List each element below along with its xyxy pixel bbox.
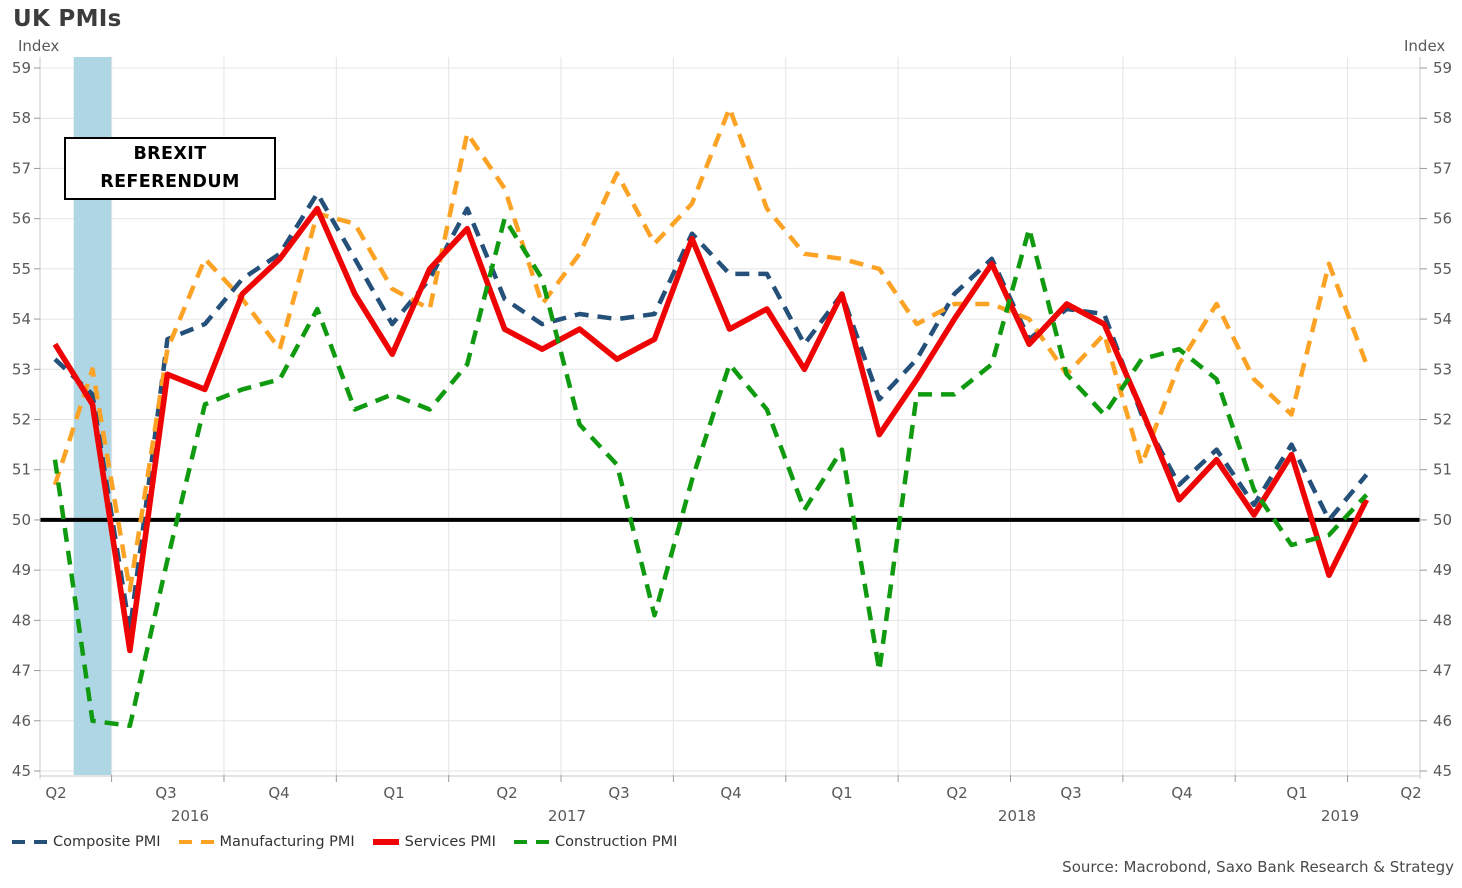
y-tick-label-right: 51 — [1433, 461, 1452, 479]
year-label: 2018 — [998, 807, 1036, 825]
year-label: 2016 — [171, 807, 209, 825]
x-axis-year-labels: 2016 2017 2018 2019 — [171, 807, 1359, 825]
y-tick-label-right: 47 — [1433, 662, 1452, 680]
series-construction-pmi-line — [52, 216, 1369, 729]
x-tick-label: Q4 — [1171, 784, 1192, 802]
x-tick-label: Q4 — [720, 784, 741, 802]
x-tick-label: Q2 — [496, 784, 517, 802]
y-tick-label-right: 45 — [1433, 762, 1452, 780]
series-lines — [52, 105, 1370, 729]
y-tick-label-right: 58 — [1433, 109, 1452, 127]
legend-item-services: Services PMI — [372, 834, 496, 850]
composite-line-swatch — [12, 839, 47, 845]
y-axis-title-left: Index — [18, 37, 60, 55]
y-axis-ticks: 59 59 58 58 57 57 56 56 55 55 54 54 53 53 52 52 51 51 50 50… — [12, 59, 1452, 780]
y-tick-label-left: 59 — [12, 59, 31, 77]
y-tick-label-left: 53 — [12, 360, 31, 378]
x-tick-label: Q1 — [831, 784, 852, 802]
legend-label: Construction PMI — [554, 834, 678, 850]
x-tick-label: Q2 — [1400, 784, 1421, 802]
y-tick-label-left: 48 — [12, 611, 31, 629]
v-gridlines — [111, 57, 1349, 775]
x-axis-ticks — [111, 775, 1349, 782]
x-axis-quarter-labels: Q2 Q3 Q4 Q1 Q2 Q3 Q4 Q1 Q2 Q3 Q4 Q1 Q2 — [45, 784, 1421, 802]
legend-label: Manufacturing PMI — [219, 834, 355, 850]
y-tick-label-left: 51 — [12, 461, 31, 479]
services-line-swatch — [372, 839, 399, 845]
series-manufacturing-pmi-line — [52, 105, 1369, 593]
y-tick-label-left: 57 — [12, 159, 31, 177]
y-tick-label-right: 53 — [1433, 360, 1452, 378]
axis-frame — [39, 57, 1421, 779]
series-services-pmi-line — [52, 205, 1370, 654]
legend-label: Services PMI — [404, 834, 496, 850]
y-tick-label-right: 57 — [1433, 159, 1452, 177]
brexit-referendum-annotation: BREXIT REFERENDUM — [64, 137, 276, 200]
x-tick-label: Q3 — [1060, 784, 1081, 802]
x-tick-label: Q1 — [383, 784, 404, 802]
x-tick-label: Q2 — [946, 784, 967, 802]
y-tick-label-right: 55 — [1433, 260, 1452, 278]
x-tick-label: Q4 — [268, 784, 289, 802]
y-tick-label-left: 52 — [12, 410, 31, 428]
y-tick-label-right: 48 — [1433, 611, 1452, 629]
x-tick-label: Q3 — [155, 784, 176, 802]
y-tick-label-right: 56 — [1433, 210, 1452, 228]
chart-legend: Composite PMI Manufacturing PMI Services… — [12, 834, 677, 850]
y-tick-label-right: 46 — [1433, 712, 1452, 730]
y-tick-label-left: 56 — [12, 210, 31, 228]
legend-label: Composite PMI — [53, 834, 161, 850]
y-tick-label-right: 52 — [1433, 410, 1452, 428]
year-label: 2019 — [1321, 807, 1359, 825]
year-label: 2017 — [548, 807, 586, 825]
page-title: UK PMIs — [13, 6, 122, 32]
legend-item-composite: Composite PMI — [12, 834, 161, 850]
x-tick-label: Q2 — [45, 784, 66, 802]
x-tick-label: Q1 — [1286, 784, 1307, 802]
x-tick-label: Q3 — [608, 784, 629, 802]
y-tick-label-left: 55 — [12, 260, 31, 278]
legend-item-construction: Construction PMI — [513, 834, 678, 850]
y-tick-label-left: 45 — [12, 762, 31, 780]
y-tick-label-left: 46 — [12, 712, 31, 730]
y-tick-label-left: 49 — [12, 561, 31, 579]
construction-line-swatch — [513, 839, 549, 845]
y-tick-label-right: 59 — [1433, 59, 1452, 77]
y-tick-label-right: 54 — [1433, 310, 1452, 328]
source-attribution: Source: Macrobond, Saxo Bank Research & … — [1062, 858, 1454, 876]
h-gridlines — [40, 67, 1420, 772]
y-tick-label-right: 49 — [1433, 561, 1452, 579]
legend-item-manufacturing: Manufacturing PMI — [178, 834, 355, 850]
y-tick-label-right: 50 — [1433, 511, 1452, 529]
y-axis-title-right: Index — [1404, 37, 1446, 55]
y-tick-label-left: 54 — [12, 310, 31, 328]
manufacturing-line-swatch — [178, 839, 214, 845]
y-tick-label-left: 47 — [12, 662, 31, 680]
y-tick-label-left: 50 — [12, 511, 31, 529]
y-tick-label-left: 58 — [12, 109, 31, 127]
series-composite-pmi-line — [53, 191, 1369, 633]
